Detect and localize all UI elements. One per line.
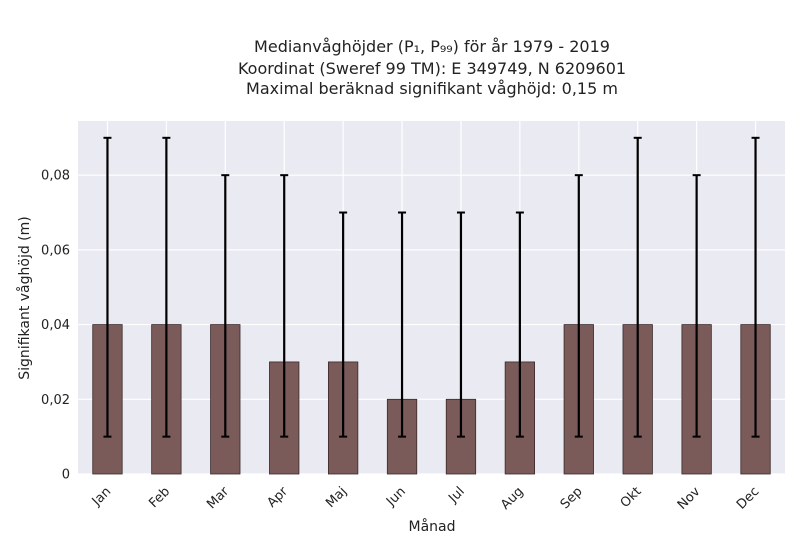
y-tick-label: 0,02 <box>41 393 70 408</box>
chart-title: Medianvåghöjder (P₁, P₉₉) för år 1979 - … <box>238 37 626 98</box>
x-tick-label: Apr <box>265 484 292 511</box>
x-tick-label: Jun <box>383 484 409 510</box>
x-tick-label: Mar <box>204 484 232 512</box>
y-axis-ticks: 0 0,02 0,04 0,06 0,08 <box>41 169 70 483</box>
chart-title-line-2: Koordinat (Sweref 99 TM): E 349749, N 62… <box>238 59 626 78</box>
x-axis-label: Månad <box>409 518 456 535</box>
x-tick-label: Dec <box>734 484 762 512</box>
x-tick-label: Nov <box>675 484 704 513</box>
y-tick-label: 0,08 <box>41 169 70 184</box>
y-axis-label: Signifikant våghöjd (m) <box>16 216 33 379</box>
chart-title-line-3: Maximal beräknad signifikant våghöjd: 0,… <box>246 79 618 98</box>
plot-area <box>78 121 785 474</box>
x-tick-label: Jul <box>445 484 467 506</box>
chart-title-line-1: Medianvåghöjder (P₁, P₉₉) för år 1979 - … <box>254 37 610 56</box>
x-axis-ticks: Jan Feb Mar Apr Maj Jun Jul Aug Sep Okt Nov Dec <box>89 484 763 513</box>
x-tick-label: Jan <box>89 484 114 509</box>
x-tick-label: Okt <box>618 484 645 511</box>
y-tick-label: 0,06 <box>41 243 70 258</box>
x-tick-label: Maj <box>323 484 350 511</box>
error-bars <box>103 136 760 438</box>
y-tick-label: 0 <box>62 468 70 483</box>
x-tick-label: Aug <box>498 484 527 513</box>
x-tick-label: Sep <box>558 484 586 512</box>
y-tick-label: 0,04 <box>41 318 70 333</box>
x-tick-label: Feb <box>146 484 173 511</box>
